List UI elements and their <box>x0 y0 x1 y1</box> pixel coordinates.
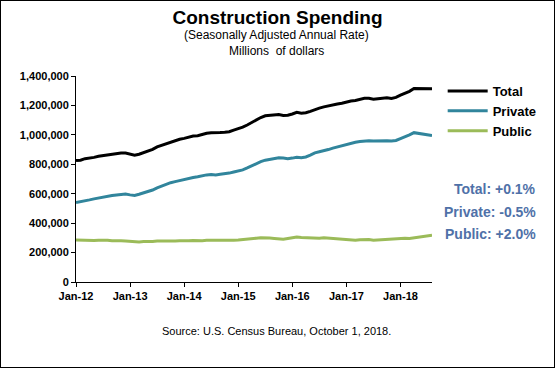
svg-text:Jan-18: Jan-18 <box>383 290 418 302</box>
svg-text:Jan-12: Jan-12 <box>59 290 94 302</box>
svg-text:Public: Public <box>493 124 532 139</box>
svg-text:Jan-16: Jan-16 <box>275 290 310 302</box>
svg-text:0: 0 <box>63 276 69 288</box>
svg-text:400,000: 400,000 <box>29 217 69 229</box>
svg-text:Private: Private <box>493 104 536 119</box>
svg-text:Source: U.S. Census Bureau, Oc: Source: U.S. Census Bureau, October 1, 2… <box>162 325 391 337</box>
svg-text:Jan-14: Jan-14 <box>167 290 203 302</box>
svg-text:800,000: 800,000 <box>29 158 69 170</box>
svg-text:Total: +0.1%: Total: +0.1% <box>454 181 536 197</box>
svg-text:Millions of dollars: Millions of dollars <box>229 44 324 58</box>
svg-text:Total: Total <box>493 84 523 99</box>
svg-text:1,200,000: 1,200,000 <box>20 99 69 111</box>
svg-text:Jan-15: Jan-15 <box>221 290 256 302</box>
svg-text:1,400,000: 1,400,000 <box>20 70 69 82</box>
svg-text:Private: -0.5%: Private: -0.5% <box>444 204 536 220</box>
svg-text:600,000: 600,000 <box>29 188 69 200</box>
svg-text:Jan-17: Jan-17 <box>329 290 364 302</box>
svg-text:(Seasonally Adjusted Annual Ra: (Seasonally Adjusted Annual Rate) <box>184 28 369 42</box>
svg-text:Construction Spending: Construction Spending <box>172 7 382 28</box>
svg-text:1,000,000: 1,000,000 <box>20 129 69 141</box>
svg-text:200,000: 200,000 <box>29 246 69 258</box>
svg-text:Public: +2.0%: Public: +2.0% <box>445 226 536 242</box>
svg-text:Jan-13: Jan-13 <box>113 290 148 302</box>
